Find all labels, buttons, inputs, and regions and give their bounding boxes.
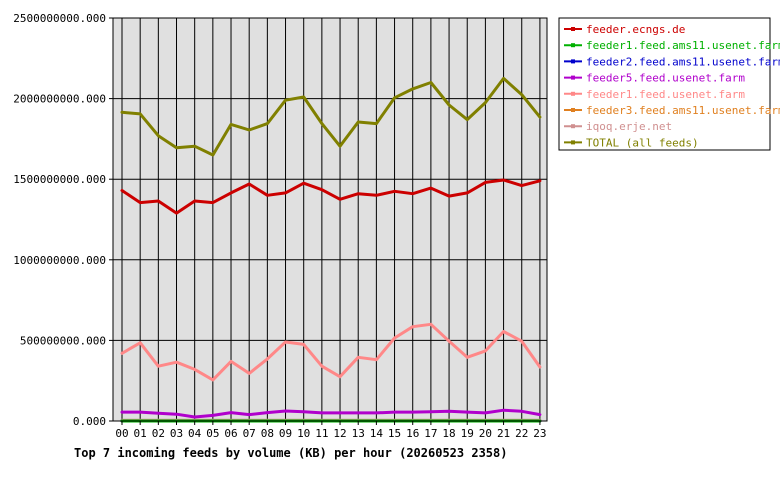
legend-label: TOTAL (all feeds) — [586, 136, 699, 149]
y-axis-ticks: 0.000 500000000.000 1000000000.000 15000000… — [13, 12, 113, 428]
x-tick-label: 01 — [134, 427, 147, 440]
plot-border — [112, 17, 548, 422]
legend-box — [558, 17, 771, 151]
x-tick-label: 09 — [279, 427, 292, 440]
x-axis-ticks: 00 01 02 03 04 05 06 07 08 09 10 11 12 13 14 15 16 17 18 19… — [115, 421, 547, 440]
chart-title: Top 7 incoming feeds by volume (KB) per … — [74, 446, 507, 460]
y-tick-label: 1000000000.000 — [13, 254, 106, 267]
series-line — [120, 408, 542, 419]
x-tick-label: 13 — [352, 427, 365, 440]
legend-marker — [571, 59, 575, 64]
legend-marker — [571, 108, 575, 112]
legend-label: feeder1.feed.usenet.farm — [586, 88, 745, 101]
x-tick-label: 05 — [206, 427, 219, 440]
plot-background — [113, 18, 547, 421]
legend-label: feeder1.feed.ams11.usenet.farm — [586, 39, 780, 52]
y-tick-label: 2500000000.000 — [13, 12, 106, 25]
x-tick-label: 18 — [442, 427, 455, 440]
x-tick-label: 23 — [533, 427, 546, 440]
y-tick-label: 2000000000.000 — [13, 93, 106, 106]
x-tick-label: 17 — [424, 427, 437, 440]
x-tick-label: 15 — [388, 427, 401, 440]
x-tick-label: 22 — [515, 427, 528, 440]
legend-label: feeder.ecngs.de — [586, 23, 685, 36]
x-tick-label: 03 — [170, 427, 183, 440]
legend-marker — [571, 91, 575, 96]
legend-label: feeder2.feed.ams11.usenet.farm — [586, 55, 780, 68]
x-tick-label: 11 — [315, 427, 328, 440]
series-line — [120, 76, 542, 157]
x-tick-label: 16 — [406, 427, 419, 440]
legend-marker — [571, 124, 575, 129]
x-tick-label: 00 — [115, 427, 128, 440]
x-tick-label: 10 — [297, 427, 310, 440]
y-tick-label: 0.000 — [73, 415, 106, 428]
series-line — [120, 322, 542, 382]
x-tick-label: 19 — [461, 427, 474, 440]
legend-label: feeder5.feed.usenet.farm — [586, 72, 745, 85]
x-tick-label: 04 — [188, 427, 202, 440]
x-tick-label: 07 — [243, 427, 256, 440]
legend-marker — [571, 43, 575, 48]
legend-marker — [571, 140, 575, 145]
legend-marker — [571, 75, 575, 80]
x-tick-label: 06 — [224, 427, 237, 440]
series-line — [120, 178, 542, 215]
x-tick-label: 21 — [497, 427, 510, 440]
legend-label: iqoq.erje.net — [586, 120, 672, 133]
legend-label: feeder3.feed.ams11.usenet.farm — [586, 104, 780, 117]
x-tick-label: 14 — [370, 427, 384, 440]
y-tick-label: 500000000.000 — [20, 334, 106, 347]
y-tick-label: 1500000000.000 — [13, 173, 106, 186]
x-tick-label: 20 — [479, 427, 492, 440]
legend-marker — [571, 27, 575, 31]
legend: feeder.ecngs.de feeder1.feed.ams11.usenet… — [558, 17, 780, 151]
x-tick-label: 12 — [333, 427, 346, 440]
x-tick-label: 02 — [152, 427, 165, 440]
x-tick-label: 08 — [261, 427, 274, 440]
